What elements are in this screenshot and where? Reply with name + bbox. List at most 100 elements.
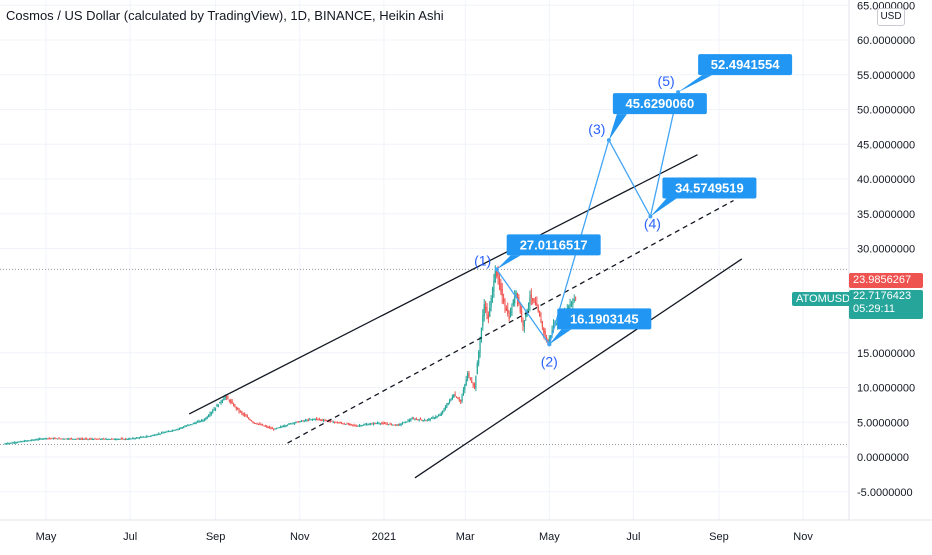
- price-tick-label: 60.0000000: [857, 35, 915, 47]
- time-tick-label: May: [539, 531, 560, 543]
- wave-value-box[interactable]: [612, 93, 707, 115]
- candle-body: [83, 438, 85, 440]
- candle-body: [273, 429, 275, 431]
- candle-body: [202, 420, 204, 422]
- candle-body: [529, 297, 531, 304]
- candle-body: [497, 271, 499, 279]
- candle-body: [289, 423, 291, 425]
- wave-value-box[interactable]: [662, 177, 757, 199]
- candle-body: [165, 431, 167, 433]
- candle-body: [33, 439, 35, 441]
- candle-body: [194, 422, 196, 424]
- candle-body: [503, 298, 505, 303]
- candle-body: [133, 438, 135, 440]
- candle-body: [111, 438, 113, 440]
- candle-body: [80, 438, 82, 440]
- candle-body: [117, 438, 120, 440]
- candle-body: [158, 433, 160, 435]
- wave-value-box[interactable]: [506, 234, 601, 256]
- wave-value-box[interactable]: [698, 54, 793, 76]
- channel-upper-line[interactable]: [188, 154, 698, 415]
- candle-body: [26, 440, 28, 442]
- candle-body: [228, 400, 230, 402]
- candle-body: [213, 408, 215, 411]
- candle-body: [472, 382, 474, 386]
- candle-body: [448, 400, 451, 403]
- candle-body: [473, 384, 476, 388]
- candle-body: [271, 428, 273, 430]
- candle-body: [292, 422, 294, 424]
- candle-body: [256, 423, 258, 425]
- candle-body: [406, 421, 408, 423]
- candle-body: [266, 426, 268, 428]
- candle-body: [171, 430, 174, 432]
- time-tick-label: Jul: [123, 531, 137, 543]
- candle-body: [493, 280, 495, 292]
- candle-body: [192, 423, 194, 425]
- candle-body: [375, 423, 377, 425]
- candle-body: [440, 413, 442, 416]
- candle-body: [124, 438, 127, 440]
- candle-body: [376, 422, 379, 424]
- wave-value-label: 27.0116517: [520, 237, 588, 252]
- candle-body: [210, 412, 212, 414]
- candle-body: [296, 421, 298, 423]
- candle-body: [79, 438, 81, 440]
- candle-body: [140, 437, 142, 439]
- candle-body: [44, 438, 46, 440]
- channel-lower-line[interactable]: [414, 258, 743, 479]
- candle-body: [15, 442, 17, 444]
- candle-body: [166, 431, 168, 433]
- candle-body: [286, 424, 289, 426]
- candle-body: [102, 438, 104, 440]
- candle-body: [291, 423, 293, 425]
- wave-number-label: (5): [658, 73, 675, 89]
- candle-body: [544, 330, 546, 336]
- candle-body: [325, 420, 327, 422]
- candle-body: [451, 396, 453, 400]
- wave-callout-pointer: [650, 198, 677, 217]
- candle-body: [141, 436, 143, 438]
- wave-value-label: 16.1903145: [570, 311, 639, 326]
- candle-body: [87, 438, 89, 440]
- candle-body: [568, 306, 570, 309]
- candle-body: [30, 440, 32, 442]
- channel-middle-dashed-line[interactable]: [287, 199, 734, 444]
- candle-body: [147, 436, 149, 438]
- wave-callout-pointer: [608, 114, 627, 141]
- wave-value-box[interactable]: [557, 308, 652, 330]
- candle-body: [469, 377, 471, 380]
- candle-body: [282, 426, 284, 428]
- candle-body: [460, 399, 462, 402]
- candle-body: [336, 422, 338, 424]
- candle-body: [365, 424, 368, 426]
- candle-body: [490, 297, 492, 307]
- candle-body: [457, 397, 459, 399]
- candle-body: [109, 438, 111, 440]
- candle-body: [206, 416, 208, 419]
- candle-body: [63, 438, 66, 440]
- price-tick-label: 50.0000000: [857, 105, 915, 117]
- time-tick-label: Nov: [290, 531, 310, 543]
- candle-body: [370, 423, 372, 425]
- candle-body: [343, 423, 345, 425]
- candle-body: [475, 376, 477, 389]
- candle-body: [237, 407, 239, 410]
- candle-body: [347, 424, 350, 426]
- candle-body: [70, 438, 73, 440]
- candle-body: [304, 420, 307, 422]
- candle-body: [195, 422, 197, 424]
- candle-body: [159, 433, 161, 435]
- candle-body: [527, 303, 530, 311]
- candle-body: [255, 423, 257, 425]
- price-tick-label: 30.0000000: [857, 244, 915, 256]
- candle-body: [281, 426, 283, 428]
- candle-body: [555, 323, 557, 326]
- candle-body: [260, 424, 262, 426]
- trend-channel: [188, 154, 743, 479]
- candle-body: [569, 304, 571, 307]
- currency-button[interactable]: USD: [877, 8, 905, 26]
- candle-body: [435, 416, 437, 418]
